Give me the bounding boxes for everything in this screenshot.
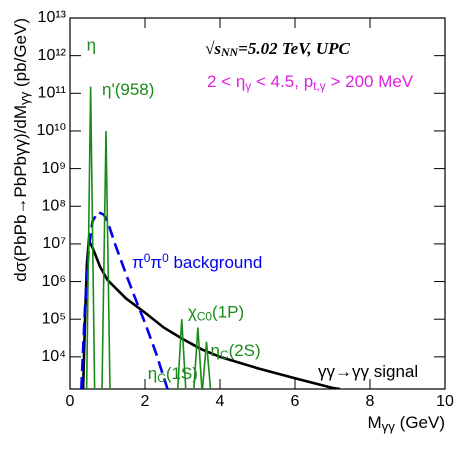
y-tick-label: 10⁴ xyxy=(41,348,66,365)
text-part: (1P) xyxy=(212,303,244,322)
resonance-label: χC0(1P) xyxy=(188,303,244,323)
text-part: 2 < η xyxy=(207,72,245,91)
text-part: π xyxy=(132,253,144,272)
x-axis-label: Mγγ (GeV) xyxy=(367,413,445,434)
text-part: γγ→γγ signal xyxy=(318,362,418,381)
y-tick-label: 10⁹ xyxy=(41,160,66,177)
x-tick-label: 2 xyxy=(141,393,150,410)
text-part: background xyxy=(169,253,263,272)
text-part: 0 xyxy=(144,251,151,265)
text-part: η xyxy=(148,365,157,384)
resonance-label: ηC(1S) xyxy=(148,365,198,385)
text-part: C0 xyxy=(197,309,213,323)
text-part: η xyxy=(211,341,220,360)
annotation: 2 < ηγ < 4.5, pt,γ > 200 MeV xyxy=(207,72,414,92)
text-part: (GeV) xyxy=(395,413,445,432)
text-part: π xyxy=(150,253,162,272)
text-part: √ xyxy=(205,39,215,58)
annotation: √sNN=5.02 TeV, UPC xyxy=(205,39,351,59)
text-part: γγ xyxy=(382,419,396,434)
resonance-peak xyxy=(101,130,111,389)
y-tick-label: 10¹⁰ xyxy=(36,122,66,139)
resonance-peak xyxy=(85,86,96,389)
x-tick-label: 0 xyxy=(66,393,75,410)
resonance-label: η xyxy=(87,36,96,55)
resonance-peak xyxy=(176,319,187,389)
x-tick-label: 8 xyxy=(366,393,375,410)
x-tick-label: 4 xyxy=(216,393,225,410)
text-part: (1S) xyxy=(166,365,198,384)
text-part: χ xyxy=(188,303,197,322)
text-part: γγ xyxy=(17,91,32,105)
x-tick-label: 10 xyxy=(436,393,454,410)
text-part: (2S) xyxy=(229,341,261,360)
resonance-label: η'(958) xyxy=(102,80,154,99)
resonance-label: ηC(2S) xyxy=(211,341,261,361)
text-part: η xyxy=(87,36,96,55)
resonance-peak xyxy=(201,341,212,389)
y-tick-label: 10⁵ xyxy=(42,310,66,327)
plot-frame xyxy=(69,17,446,390)
text-part: 0 xyxy=(162,251,169,265)
y-tick-label: 10¹² xyxy=(38,47,67,64)
text-part: NN xyxy=(220,45,239,59)
y-tick-label: 10¹¹ xyxy=(38,85,66,102)
annotation: π0π0 background xyxy=(132,251,262,272)
y-tick-label: 10⁸ xyxy=(41,197,66,214)
y-tick-label: 10¹³ xyxy=(38,9,67,26)
text-part: (pb/GeV) xyxy=(11,18,30,92)
text-part: t,γ xyxy=(313,79,326,93)
y-tick-label: 10⁷ xyxy=(42,235,66,252)
text-part: M xyxy=(367,413,381,432)
text-part: η'(958) xyxy=(102,80,154,99)
text-part: γ xyxy=(245,79,251,93)
y-axis-label: dσ(PbPb→PbPbγγ)/dMγγ (pb/GeV) xyxy=(11,18,32,282)
text-part: C xyxy=(220,348,229,362)
annotation: γγ→γγ signal xyxy=(318,362,418,381)
text-part: < 4.5, p xyxy=(251,72,313,91)
text-part: > 200 MeV xyxy=(326,72,414,91)
text-part: =5.02 TeV, UPC xyxy=(238,39,350,58)
text-part: s xyxy=(213,39,221,58)
text-part: C xyxy=(157,371,166,385)
x-tick-label: 6 xyxy=(291,393,300,410)
y-tick-label: 10⁶ xyxy=(42,273,66,290)
text-part: dσ(PbPb→PbPbγγ)/dM xyxy=(11,105,30,282)
resonance-peak xyxy=(193,327,203,389)
